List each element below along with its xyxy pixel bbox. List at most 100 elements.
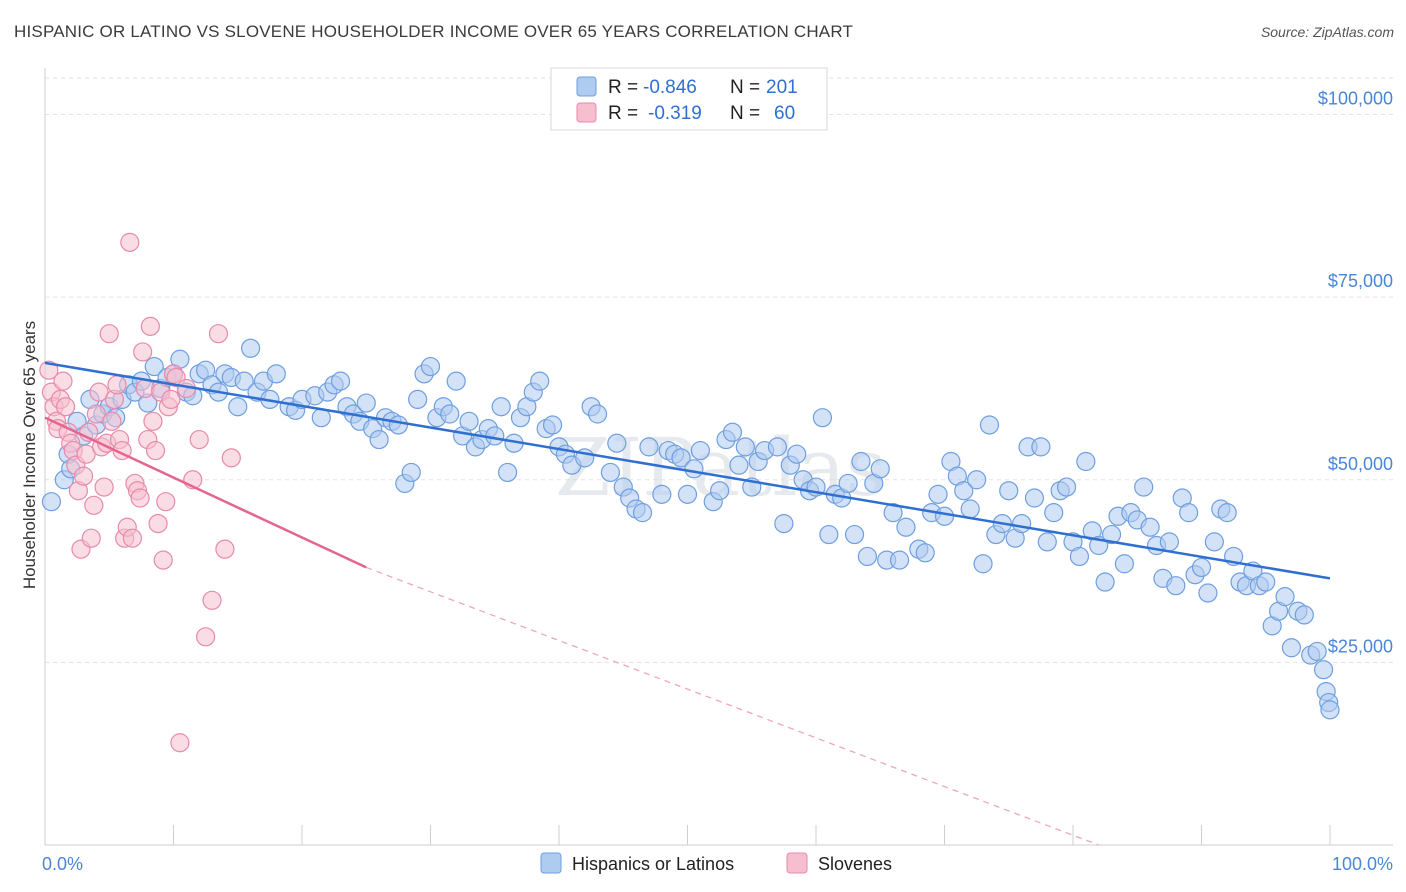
data-point bbox=[401, 462, 421, 483]
data-point bbox=[607, 433, 627, 453]
legend-n-label-2: N = bbox=[730, 103, 760, 124]
data-point bbox=[1307, 641, 1327, 662]
data-point bbox=[1114, 554, 1135, 574]
y-tick-label: $25,000 bbox=[1328, 636, 1393, 656]
data-point bbox=[1024, 488, 1045, 508]
data-point bbox=[722, 422, 743, 442]
data-point bbox=[89, 382, 109, 402]
data-point bbox=[1179, 503, 1199, 523]
trend-line-slovenes bbox=[44, 416, 367, 569]
data-point bbox=[215, 539, 235, 559]
series-hispanics-points bbox=[41, 338, 1340, 720]
data-point bbox=[774, 513, 794, 534]
data-point bbox=[53, 371, 73, 391]
data-point bbox=[202, 590, 222, 610]
data-point bbox=[767, 437, 788, 457]
data-point bbox=[870, 459, 890, 479]
y-tick-label: $50,000 bbox=[1328, 454, 1393, 474]
data-point bbox=[600, 462, 621, 483]
data-point bbox=[143, 411, 163, 431]
legend-r-label-2: R = bbox=[608, 103, 638, 124]
bottom-legend-swatch-hispanics bbox=[540, 852, 562, 874]
data-point bbox=[735, 437, 755, 457]
data-point bbox=[99, 324, 119, 344]
data-point bbox=[1044, 503, 1064, 523]
data-point bbox=[144, 356, 164, 377]
data-point bbox=[1031, 437, 1051, 457]
data-point bbox=[857, 546, 878, 567]
data-point bbox=[1256, 572, 1276, 592]
data-point bbox=[587, 404, 608, 424]
data-point bbox=[485, 426, 505, 446]
data-point bbox=[221, 448, 241, 468]
trend-lines bbox=[44, 361, 1331, 846]
data-point bbox=[1095, 572, 1115, 592]
data-point bbox=[86, 404, 107, 424]
data-point bbox=[161, 389, 181, 410]
data-point bbox=[1191, 557, 1212, 578]
data-point bbox=[55, 397, 76, 417]
bottom-legend-label-hispanics: Hispanics or Latinos bbox=[572, 854, 734, 874]
y-tick-label: $75,000 bbox=[1328, 271, 1393, 291]
data-point bbox=[266, 364, 286, 384]
data-point bbox=[729, 455, 749, 475]
trend-line-slovenes-extension bbox=[366, 566, 1099, 846]
data-point bbox=[1134, 477, 1154, 497]
y-tick-labels: $25,000 $50,000 $75,000 $100,000 bbox=[1318, 89, 1393, 657]
data-point bbox=[1217, 503, 1237, 523]
axes bbox=[44, 68, 1393, 846]
data-point bbox=[1275, 587, 1295, 607]
bottom-legend-swatch-slovenes bbox=[786, 852, 808, 874]
data-point bbox=[928, 484, 948, 504]
data-point bbox=[1198, 583, 1218, 603]
data-point bbox=[234, 371, 254, 391]
data-point bbox=[915, 543, 935, 563]
data-point bbox=[1294, 605, 1314, 625]
legend-swatch-slovenes bbox=[576, 102, 597, 123]
data-point bbox=[102, 411, 122, 431]
data-point bbox=[671, 448, 691, 468]
data-point bbox=[967, 470, 987, 490]
data-point bbox=[196, 627, 216, 647]
data-point bbox=[1204, 532, 1224, 552]
legend-n-value-2: 60 bbox=[774, 103, 795, 124]
data-point bbox=[189, 429, 209, 450]
data-point bbox=[148, 513, 168, 534]
legend-swatch-hispanics bbox=[576, 76, 597, 97]
data-point bbox=[690, 440, 710, 461]
data-point bbox=[440, 404, 460, 424]
data-point bbox=[39, 360, 59, 380]
x-tick-label-min: 0.0% bbox=[42, 854, 83, 874]
data-point bbox=[787, 444, 807, 464]
data-point bbox=[639, 437, 659, 457]
legend-r-value-2: -0.319 bbox=[648, 103, 702, 124]
data-point bbox=[145, 440, 166, 461]
data-point bbox=[838, 473, 858, 494]
data-point bbox=[420, 356, 441, 377]
data-point bbox=[973, 554, 993, 574]
data-point bbox=[883, 503, 903, 523]
data-point bbox=[153, 550, 173, 570]
data-point bbox=[330, 371, 351, 391]
data-point bbox=[459, 411, 479, 431]
data-point bbox=[1076, 451, 1096, 472]
legend-box bbox=[550, 67, 828, 131]
data-point bbox=[84, 495, 104, 515]
data-point bbox=[1313, 660, 1334, 680]
data-point bbox=[1166, 576, 1186, 596]
data-point bbox=[896, 517, 916, 537]
bottom-legend-label-slovenes: Slovenes bbox=[818, 854, 892, 874]
data-point bbox=[1056, 477, 1077, 497]
data-point bbox=[960, 499, 980, 519]
data-point bbox=[1069, 546, 1090, 567]
trend-line-hispanics bbox=[44, 361, 1331, 580]
y-axis-title: Householder Income Over 65 years bbox=[20, 321, 39, 589]
data-point bbox=[228, 397, 248, 417]
data-point bbox=[156, 492, 176, 512]
series-slovenes-points bbox=[39, 232, 241, 753]
legend-r-value-1: -0.846 bbox=[643, 77, 697, 98]
data-point bbox=[81, 528, 101, 548]
data-point bbox=[819, 524, 839, 545]
data-point bbox=[632, 503, 653, 523]
data-point bbox=[851, 451, 871, 472]
